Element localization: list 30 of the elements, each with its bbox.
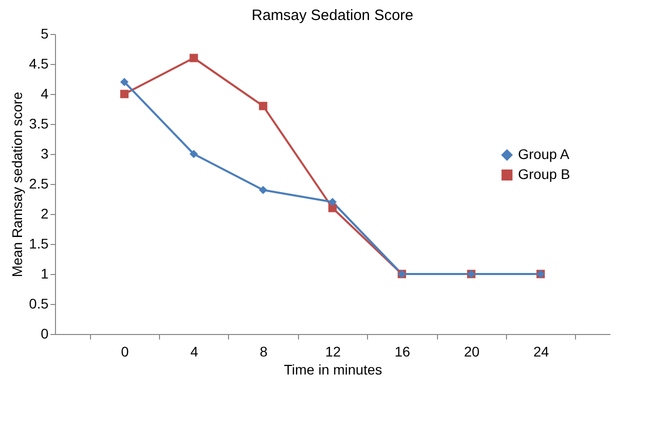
x-tick-label: 16 <box>394 344 410 360</box>
y-tick-label: 0.5 <box>29 296 49 312</box>
y-axis-title: Mean Ramsay sedation score <box>9 92 26 278</box>
y-tick-label: 1 <box>40 266 49 282</box>
point <box>120 90 129 98</box>
point <box>258 102 268 110</box>
y-tick-label: 3 <box>40 146 49 162</box>
x-axis-title: Time in minutes <box>284 362 382 378</box>
point <box>120 78 129 86</box>
legend-label: Group B <box>518 166 570 182</box>
y-tick-label: 5 <box>40 26 49 42</box>
chart-title: Ramsay Sedation Score <box>252 7 414 24</box>
x-tick-label: 24 <box>533 344 550 360</box>
y-tick-label: 1.5 <box>29 236 49 252</box>
point <box>190 150 198 158</box>
point <box>258 186 268 194</box>
legend-label: Group A <box>518 146 570 162</box>
x-tick-label: 8 <box>260 344 268 360</box>
x-tick-label: 20 <box>464 344 480 360</box>
y-tick-label: 2.5 <box>29 176 49 192</box>
x-tick-label: 0 <box>120 344 129 360</box>
y-tick-label: 0 <box>40 326 49 342</box>
x-tick-label: 4 <box>190 344 198 360</box>
y-tick-label: 4.5 <box>29 56 49 72</box>
point <box>190 54 198 62</box>
x-tick-label: 12 <box>325 344 341 360</box>
point <box>328 198 337 206</box>
y-tick-label: 4 <box>40 86 49 102</box>
y-tick-label: 3.5 <box>29 116 49 132</box>
y-tick-label: 2 <box>40 206 49 222</box>
